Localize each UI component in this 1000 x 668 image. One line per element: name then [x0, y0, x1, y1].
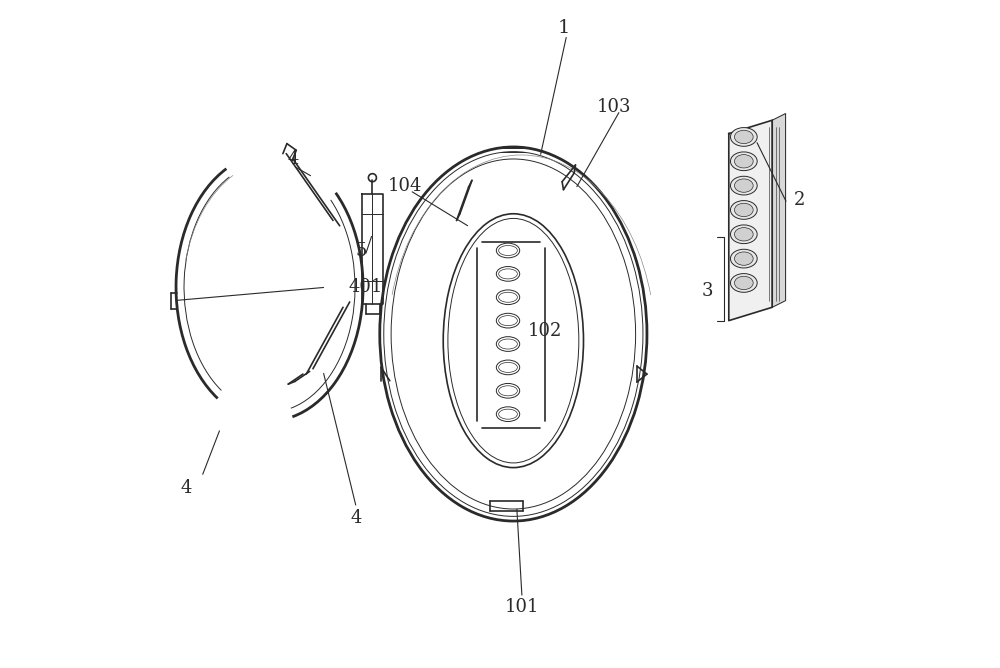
Text: 102: 102	[528, 322, 562, 339]
Polygon shape	[729, 120, 772, 321]
Ellipse shape	[734, 252, 753, 265]
Ellipse shape	[730, 225, 757, 244]
Ellipse shape	[730, 249, 757, 268]
Text: 4: 4	[180, 479, 192, 496]
Ellipse shape	[730, 128, 757, 146]
Text: 103: 103	[596, 98, 631, 116]
Polygon shape	[772, 114, 786, 307]
Ellipse shape	[734, 228, 753, 241]
Ellipse shape	[734, 130, 753, 144]
Text: 104: 104	[388, 177, 422, 194]
Ellipse shape	[730, 152, 757, 170]
Ellipse shape	[734, 154, 753, 168]
Ellipse shape	[730, 274, 757, 293]
Text: 2: 2	[794, 192, 805, 209]
Text: 401: 401	[348, 279, 383, 296]
Text: 101: 101	[505, 598, 539, 615]
Text: 1: 1	[557, 19, 570, 37]
Ellipse shape	[734, 179, 753, 192]
Text: 3: 3	[701, 282, 713, 299]
Ellipse shape	[734, 277, 753, 290]
Text: 4: 4	[351, 509, 362, 526]
Ellipse shape	[734, 203, 753, 216]
Text: 5: 5	[355, 242, 367, 260]
Ellipse shape	[730, 176, 757, 195]
Text: 4: 4	[287, 150, 299, 168]
Ellipse shape	[730, 200, 757, 219]
